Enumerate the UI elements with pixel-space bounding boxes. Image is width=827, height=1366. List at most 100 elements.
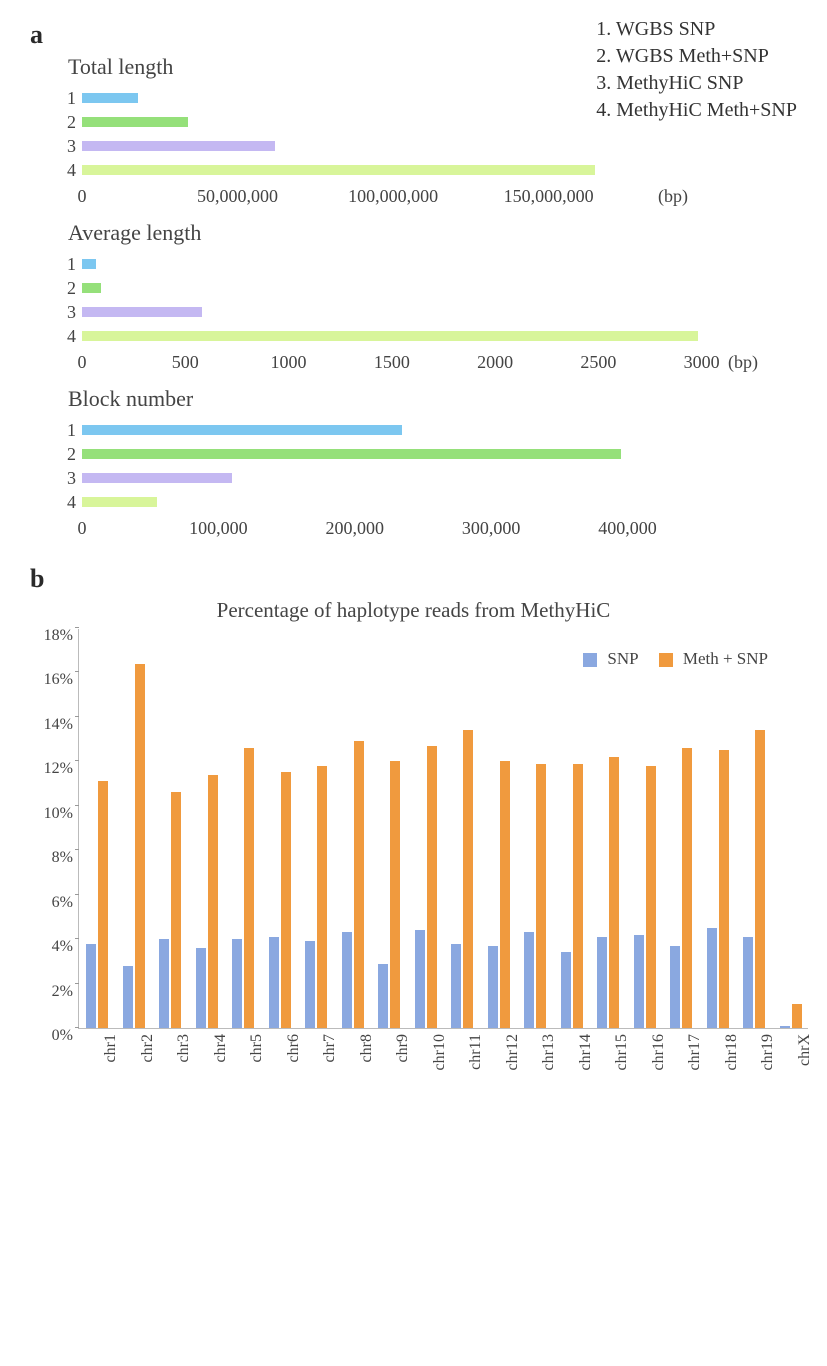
vbar-group: chr14 — [561, 764, 583, 1028]
hbar-fill — [82, 141, 275, 151]
legend-meth-snp: Meth + SNP — [659, 649, 768, 669]
vbar-meth-snp — [208, 775, 218, 1028]
vbar-snp — [670, 946, 680, 1028]
hbar-fill — [82, 117, 188, 127]
hbar-tick: 0 — [78, 186, 87, 207]
hbar-ylabel: 3 — [60, 136, 82, 157]
panel-b-title: Percentage of haplotype reads from Methy… — [30, 598, 797, 623]
hbar-title: Block number — [68, 386, 797, 412]
hbar-title: Average length — [68, 220, 797, 246]
hbar-tick: 0 — [78, 518, 87, 539]
vbar-ytick: 10% — [33, 805, 73, 823]
hbar-tick: 100,000 — [189, 518, 248, 539]
hbar-axis: 050010001500200025003000(bp) — [82, 352, 712, 378]
vbar-group: chr19 — [743, 730, 765, 1028]
hbar-track — [82, 115, 642, 129]
vbar-xlabel: chr1 — [102, 1034, 120, 1062]
vbar-snp — [597, 937, 607, 1028]
vbar-snp — [524, 932, 534, 1028]
vbar-xlabel: chr14 — [577, 1034, 595, 1070]
hbar-fill — [82, 307, 202, 317]
hbar-row: 1 — [60, 418, 797, 442]
vbar-group: chr9 — [378, 761, 400, 1028]
hbar-row: 1 — [60, 86, 797, 110]
vbar-ytick: 8% — [33, 849, 73, 867]
vbar-ytick-line — [75, 716, 79, 717]
hbar-unit: (bp) — [658, 186, 688, 207]
vbar-meth-snp — [500, 761, 510, 1028]
vbar-xlabel: chr15 — [613, 1034, 631, 1070]
vbar-snp — [743, 937, 753, 1028]
hbar-track — [82, 163, 642, 177]
vbar-ytick-line — [75, 938, 79, 939]
hbar-ylabel: 4 — [60, 326, 82, 347]
hbar-row: 3 — [60, 466, 797, 490]
hbar-fill — [82, 473, 232, 483]
vbar-ytick-line — [75, 1027, 79, 1028]
vbar-ytick-line — [75, 627, 79, 628]
hbar-fill — [82, 93, 138, 103]
hbar-tick: 1000 — [271, 352, 307, 373]
vbar-meth-snp — [536, 764, 546, 1028]
vbar-meth-snp — [719, 750, 729, 1028]
vbar-ytick: 6% — [33, 894, 73, 912]
vbar-xlabel: chr2 — [139, 1034, 157, 1062]
vbar-group: chr10 — [415, 746, 437, 1028]
vbar-ytick-line — [75, 894, 79, 895]
hbar-row: 3 — [60, 300, 797, 324]
hbar-row: 4 — [60, 490, 797, 514]
vbar-ytick: 0% — [33, 1027, 73, 1045]
hbar-tick: 50,000,000 — [197, 186, 278, 207]
hbar-tick: 300,000 — [462, 518, 521, 539]
hbar-ylabel: 1 — [60, 420, 82, 441]
vbar-ytick: 18% — [33, 627, 73, 645]
vbar-xlabel: chr4 — [212, 1034, 230, 1062]
vbar-ytick: 14% — [33, 716, 73, 734]
vbar-xlabel: chr10 — [431, 1034, 449, 1070]
vbar-ytick: 2% — [33, 983, 73, 1001]
hbar-row: 3 — [60, 134, 797, 158]
hbar-row: 2 — [60, 110, 797, 134]
vbar-group: chrX — [780, 1004, 802, 1028]
vbar-ytick-line — [75, 671, 79, 672]
vbar-xlabel: chr13 — [540, 1034, 558, 1070]
vbar-snp — [342, 932, 352, 1028]
vbar-snp — [196, 948, 206, 1028]
hbar-fill — [82, 497, 157, 507]
hbar-row: 2 — [60, 442, 797, 466]
vbar-snp — [123, 966, 133, 1028]
hbar-fill — [82, 283, 101, 293]
vbar-meth-snp — [646, 766, 656, 1028]
hbar-ylabel: 4 — [60, 160, 82, 181]
vbar-meth-snp — [792, 1004, 802, 1028]
hbar-row: 4 — [60, 324, 797, 348]
hbar-tick: 100,000,000 — [348, 186, 438, 207]
hbar-ylabel: 2 — [60, 112, 82, 133]
vbar-meth-snp — [171, 792, 181, 1028]
vbar-xlabel: chr16 — [650, 1034, 668, 1070]
hbar-track — [82, 495, 682, 509]
hbar-track — [82, 281, 712, 295]
hbar-axis: 0100,000200,000300,000400,000 — [82, 518, 682, 544]
hbar-track — [82, 329, 712, 343]
hbar-tick: 2000 — [477, 352, 513, 373]
hbar-chart: Average length12340500100015002000250030… — [60, 220, 797, 378]
vbar-ytick: 4% — [33, 938, 73, 956]
vbar-group: chr8 — [342, 741, 364, 1028]
hbar-ylabel: 1 — [60, 254, 82, 275]
vbar-snp — [232, 939, 242, 1028]
hbar-row: 1 — [60, 252, 797, 276]
vbar-group: chr16 — [634, 766, 656, 1028]
vbar-meth-snp — [135, 664, 145, 1028]
legend-swatch-meth-snp — [659, 653, 673, 667]
vbar-ytick-line — [75, 849, 79, 850]
vbar-snp — [780, 1026, 790, 1028]
legend-item: 1. WGBS SNP — [596, 16, 797, 43]
vbar-xlabel: chr5 — [248, 1034, 266, 1062]
hbar-track — [82, 447, 682, 461]
vbar-snp — [86, 944, 96, 1028]
hbar-fill — [82, 259, 96, 269]
hbar-row: 4 — [60, 158, 797, 182]
hbar-fill — [82, 449, 621, 459]
hbar-unit: (bp) — [728, 352, 758, 373]
